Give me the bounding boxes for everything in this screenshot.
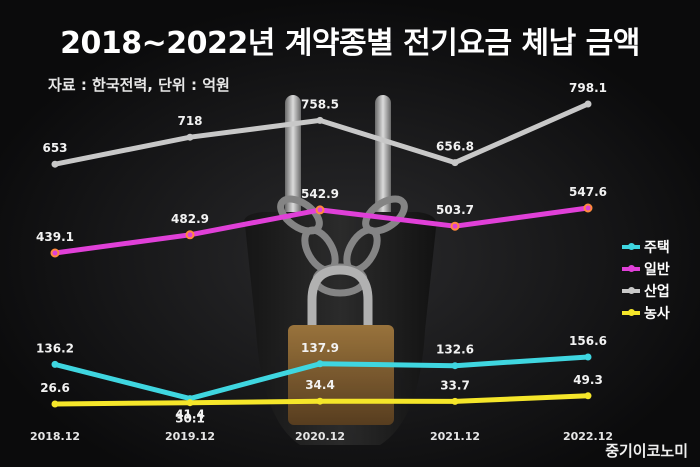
data-label-housing-3: 132.6 [436, 343, 474, 357]
plug-prong-right [375, 95, 391, 230]
data-label-agriculture-4: 49.3 [573, 373, 603, 387]
point-agriculture-4 [584, 392, 592, 400]
legend-swatch-agriculture [622, 309, 640, 316]
point-agriculture-2 [316, 397, 324, 405]
point-industrial-4 [584, 100, 592, 108]
point-general-2 [315, 205, 325, 215]
data-label-industrial-2: 758.5 [301, 97, 339, 111]
plug-prong-left [285, 95, 301, 230]
data-label-general-2: 542.9 [301, 187, 339, 201]
data-label-industrial-4: 798.1 [569, 81, 607, 95]
point-housing-3 [451, 362, 459, 370]
point-industrial-2 [316, 116, 324, 124]
chart-title: 2018~2022년 계약종별 전기요금 체납 금액 [60, 26, 640, 61]
data-label-agriculture-1: 30.1 [175, 412, 205, 426]
data-label-agriculture-0: 26.6 [40, 381, 70, 395]
legend-item-housing: 주택 [622, 236, 670, 258]
plug-lock-illustration [244, 95, 437, 445]
data-label-agriculture-3: 33.7 [440, 378, 470, 392]
legend-label-housing: 주택 [644, 240, 670, 256]
point-general-3 [450, 221, 460, 231]
point-agriculture-3 [451, 397, 459, 405]
data-label-agriculture-2: 34.4 [305, 378, 335, 392]
point-general-1 [185, 230, 195, 240]
legend-item-general: 일반 [622, 258, 670, 280]
x-tick-label-4: 2022.12 [563, 430, 613, 443]
point-industrial-1 [186, 133, 194, 141]
data-label-housing-1: 41.4 [175, 408, 205, 422]
point-agriculture-1 [186, 399, 194, 407]
x-tick-label-2: 2020.12 [295, 430, 345, 443]
legend-label-agriculture: 농사 [644, 306, 670, 322]
data-label-general-1: 482.9 [171, 212, 209, 226]
legend-label-industrial: 산업 [644, 284, 670, 300]
point-industrial-0 [51, 160, 59, 168]
point-industrial-3 [451, 159, 459, 167]
data-label-housing-0: 136.2 [36, 341, 74, 355]
legend-swatch-general [622, 265, 640, 272]
data-label-general-3: 503.7 [436, 203, 474, 217]
legend-label-general: 일반 [644, 262, 670, 278]
data-label-industrial-3: 656.8 [436, 140, 474, 154]
point-housing-4 [584, 353, 592, 361]
x-tick-label-3: 2021.12 [430, 430, 480, 443]
plot-area: 136.2 41.4 137.9 132.6 156.6 439.1 482.9 542.9 5… [30, 81, 613, 443]
point-agriculture-0 [51, 400, 59, 408]
data-label-general-0: 439.1 [36, 230, 74, 244]
data-label-general-4: 547.6 [569, 185, 607, 199]
x-tick-label-0: 2018.12 [30, 430, 80, 443]
legend-swatch-housing [622, 243, 640, 250]
legend-item-industrial: 산업 [622, 280, 670, 302]
padlock-shackle [307, 265, 373, 330]
data-label-housing-2: 137.9 [301, 341, 339, 355]
legend: 주택 일반 산업 농사 [622, 236, 670, 324]
point-housing-0 [51, 360, 59, 368]
legend-swatch-industrial [622, 287, 640, 294]
legend-item-agriculture: 농사 [622, 302, 670, 324]
brand-logo: 중기이코노미 [605, 442, 688, 460]
data-label-industrial-1: 718 [177, 114, 202, 128]
point-housing-2 [316, 360, 324, 368]
point-general-4 [583, 203, 593, 213]
data-label-housing-4: 156.6 [569, 334, 607, 348]
point-general-0 [50, 248, 60, 258]
x-tick-label-1: 2019.12 [165, 430, 215, 443]
chart-subtitle: 자료 : 한국전력, 단위 : 억원 [48, 76, 230, 94]
data-label-industrial-0: 653 [42, 141, 67, 155]
